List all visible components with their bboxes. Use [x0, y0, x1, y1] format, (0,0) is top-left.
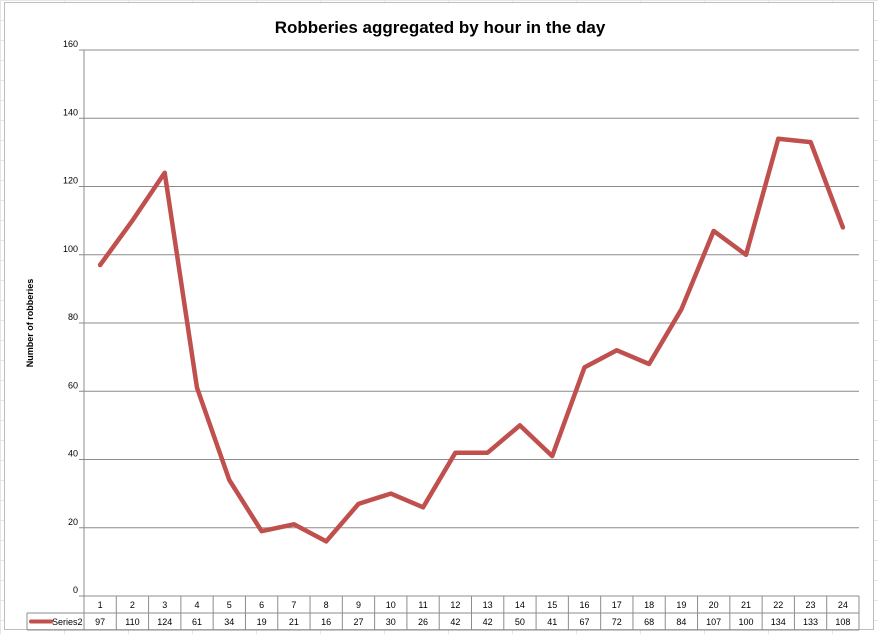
data-label: 134 [771, 617, 786, 627]
x-tick-label: 13 [483, 600, 493, 610]
data-label: 110 [125, 617, 139, 627]
legend-label: Series2 [52, 617, 83, 627]
y-tick-label: 140 [63, 107, 78, 117]
chart-title: Robberies aggregated by hour in the day [275, 18, 606, 37]
data-table: 1 2 3 4 5 6 7 8 9 10 11 12 13 14 15 16 17 18 19 20 21 22 23 249… [26, 595, 860, 631]
x-tick-label: 15 [547, 600, 557, 610]
data-label: 133 [803, 617, 818, 627]
data-label: 97 [95, 617, 105, 627]
x-tick-label: 23 [806, 600, 816, 610]
data-label: 72 [612, 617, 622, 627]
data-label: 68 [644, 617, 654, 627]
y-tick-label: 20 [68, 517, 78, 527]
x-tick-label: 22 [773, 600, 783, 610]
data-label: 27 [353, 617, 363, 627]
data-label: 41 [547, 617, 557, 627]
y-axis-label: Number of robberies [25, 279, 35, 368]
data-label: 21 [289, 617, 299, 627]
x-tick-label: 16 [580, 600, 590, 610]
y-tick-label: 100 [63, 244, 78, 254]
x-tick-label: 11 [418, 600, 427, 610]
x-tick-label: 17 [612, 600, 622, 610]
y-tick-label: 160 [63, 39, 78, 49]
data-label: 50 [515, 617, 525, 627]
y-tick-label: 0 [73, 585, 78, 595]
x-tick-label: 5 [227, 600, 232, 610]
gridlines [79, 49, 859, 597]
x-tick-label: 1 [98, 600, 103, 610]
series-line-group [97, 136, 846, 544]
x-tick-label: 12 [450, 600, 460, 610]
x-tick-label: 6 [259, 600, 264, 610]
data-label: 42 [450, 617, 460, 627]
chart-area[interactable]: Robberies aggregated by hour in the day … [4, 2, 874, 631]
data-label: 19 [257, 617, 267, 627]
line-chart: Robberies aggregated by hour in the day … [25, 18, 860, 631]
x-tick-label: 14 [515, 600, 525, 610]
data-label: 108 [835, 617, 850, 627]
data-label: 30 [386, 617, 396, 627]
data-label: 67 [580, 617, 590, 627]
data-label: 124 [157, 617, 172, 627]
data-label: 84 [676, 617, 686, 627]
x-tick-label: 10 [386, 600, 396, 610]
x-tick-label: 4 [195, 600, 200, 610]
y-tick-label: 40 [68, 449, 78, 459]
x-tick-label: 8 [324, 600, 329, 610]
x-tick-label: 18 [644, 600, 654, 610]
data-label: 100 [738, 617, 753, 627]
x-tick-label: 7 [291, 600, 296, 610]
x-tick-label: 24 [838, 600, 848, 610]
data-label: 61 [192, 617, 202, 627]
y-tick-label: 60 [68, 380, 78, 390]
y-tick-label: 80 [68, 312, 78, 322]
x-tick-label: 2 [130, 600, 135, 610]
x-tick-label: 9 [356, 600, 361, 610]
y-tick-label: 120 [63, 176, 78, 186]
series-line [97, 136, 846, 544]
x-tick-label: 21 [741, 600, 751, 610]
x-tick-label: 19 [676, 600, 686, 610]
data-label: 107 [706, 617, 721, 627]
data-label: 42 [483, 617, 493, 627]
x-tick-label: 20 [709, 600, 719, 610]
data-label: 16 [321, 617, 331, 627]
data-label: 34 [224, 617, 234, 627]
y-axis-ticks: 0 20 40 60 80 100 120 140 160 [63, 39, 78, 595]
data-label: 26 [418, 617, 428, 627]
x-tick-label: 3 [162, 600, 167, 610]
